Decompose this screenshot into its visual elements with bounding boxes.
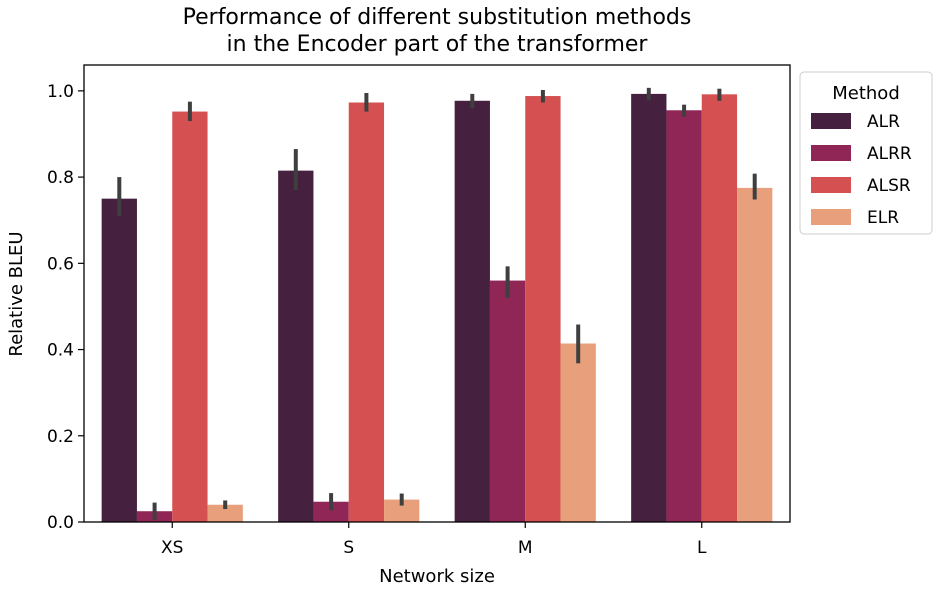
legend-label-alrr: ALRR	[867, 144, 912, 164]
legend: Method ALR ALRR ALSR ELR	[799, 71, 933, 235]
bar-alsr-m	[525, 96, 561, 522]
y-tick-label: 0.2	[47, 427, 74, 447]
legend-title: Method	[832, 83, 900, 104]
y-tick-label: 0.8	[47, 168, 74, 188]
bars-layer	[101, 93, 773, 523]
legend-items: ALR ALRR ALSR ELR	[811, 112, 912, 228]
y-tick-label: 0.4	[47, 341, 74, 361]
legend-box	[799, 71, 933, 235]
legend-label-alsr: ALSR	[867, 176, 911, 196]
plot-frame	[83, 64, 791, 523]
bar-alr-xs	[101, 198, 137, 522]
legend-swatch-alrr	[811, 145, 851, 161]
bar-alrr-l	[666, 110, 702, 523]
chart-title-line-2: in the Encoder part of the transformer	[227, 32, 649, 57]
y-tick-label: 0.0	[47, 513, 74, 533]
x-tick-label: L	[697, 538, 707, 558]
x-axis: XS S M L	[161, 522, 707, 558]
legend-label-elr: ELR	[867, 208, 899, 228]
x-tick-label: S	[343, 538, 354, 558]
bar-alsr-l	[701, 94, 738, 522]
y-tick-label: 1.0	[47, 82, 74, 102]
bar-alr-s	[278, 170, 314, 522]
bar-alsr-s	[348, 102, 385, 522]
bar-alrr-s	[313, 501, 349, 522]
x-tick-label: XS	[161, 538, 183, 558]
error-bars-layer	[117, 87, 757, 520]
chart-title-line-1: Performance of different substitution me…	[183, 5, 692, 30]
y-axis-label: Relative BLEU	[6, 231, 27, 356]
bar-alr-l	[631, 93, 667, 522]
bar-alr-m	[454, 100, 490, 522]
bar-alsr-xs	[172, 111, 208, 522]
bar-elr-s	[384, 499, 420, 522]
legend-swatch-alsr	[811, 177, 851, 193]
y-axis: 0.0 0.2 0.4 0.6 0.8 1.0	[47, 82, 84, 533]
x-tick-label: M	[518, 538, 533, 558]
legend-label-alr: ALR	[867, 112, 900, 132]
x-axis-label: Network size	[379, 566, 495, 587]
bar-elr-m	[560, 343, 596, 522]
legend-swatch-alr	[811, 113, 851, 129]
bar-alrr-m	[489, 280, 526, 522]
legend-swatch-elr	[811, 209, 851, 225]
bar-elr-xs	[207, 504, 243, 522]
bar-elr-l	[737, 187, 773, 522]
y-tick-label: 0.6	[47, 254, 74, 274]
